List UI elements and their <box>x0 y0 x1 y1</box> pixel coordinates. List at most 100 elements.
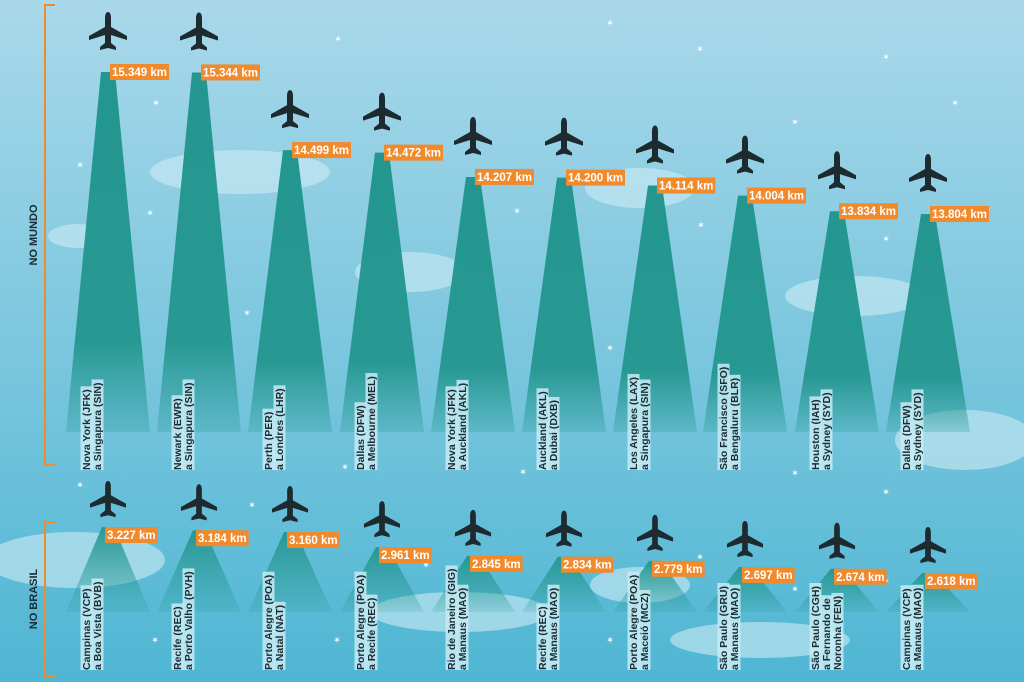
tick-label: Newark (EWR) a Singapura (SIN) <box>171 379 195 470</box>
svg-text:Perth (PER): Perth (PER) <box>263 412 275 470</box>
svg-text:2.618 km: 2.618 km <box>927 576 976 588</box>
svg-text:Campinas (VCP): Campinas (VCP) <box>901 588 913 670</box>
star-icon: ✶ <box>333 635 341 645</box>
bar <box>157 72 241 433</box>
bar <box>886 214 970 432</box>
svg-text:2.834 km: 2.834 km <box>563 560 612 572</box>
svg-text:a Manaus (MAO): a Manaus (MAO) <box>457 588 469 670</box>
bar <box>522 556 606 612</box>
svg-text:a Manaus (MAO): a Manaus (MAO) <box>729 588 741 670</box>
bar <box>157 530 241 612</box>
data-label: 3.160 km <box>287 532 340 549</box>
data-label: 13.804 km <box>930 206 989 222</box>
tick-label: Recife (REC) a Porto Valho (PVH) <box>171 568 195 670</box>
star-icon: ✶ <box>791 468 799 478</box>
svg-text:Recife (REC): Recife (REC) <box>537 606 549 670</box>
svg-text:a Sydney (SYD): a Sydney (SYD) <box>821 392 833 470</box>
section-brazil: NO BRASIL <box>28 521 55 677</box>
svg-text:a Porto Valho (PVH): a Porto Valho (PVH) <box>183 571 195 670</box>
star-icon: ✶ <box>513 206 521 216</box>
star-icon: ✶ <box>882 234 890 244</box>
svg-text:a Natal (NAT): a Natal (NAT) <box>274 605 286 670</box>
airplane-icon <box>454 116 492 155</box>
star-icon: ✶ <box>76 480 84 490</box>
airplane-icon <box>363 501 401 538</box>
svg-text:a Londres (LHR): a Londres (LHR) <box>274 388 286 470</box>
svg-text:a Manaus (MAO): a Manaus (MAO) <box>912 588 924 670</box>
svg-text:a Melbourne (MEL): a Melbourne (MEL) <box>366 376 378 470</box>
data-label: 2.779 km <box>652 560 705 577</box>
star-icon: ✶ <box>696 44 704 54</box>
tick-label: Dallas (DFW) a Melbourne (MEL) <box>354 373 378 470</box>
tick-label: Porto Alegre (POA) a Recife (REC) <box>354 571 378 670</box>
section-bracket <box>44 521 55 677</box>
airplane-icon <box>271 90 309 129</box>
svg-text:Porto Alegre (POA): Porto Alegre (POA) <box>628 575 640 670</box>
star-icon: ✶ <box>697 220 705 230</box>
svg-text:15.344 km: 15.344 km <box>203 67 258 79</box>
data-label: 2.674 km <box>834 568 887 585</box>
data-label: 3.184 km <box>196 530 249 547</box>
svg-text:3.160 km: 3.160 km <box>289 535 338 547</box>
airplane-icon <box>363 92 401 131</box>
star-icon: ✶ <box>151 635 159 645</box>
airplane-icon <box>726 135 764 174</box>
svg-text:Rio de Janeiro (GIG): Rio de Janeiro (GIG) <box>446 568 458 670</box>
svg-text:3.227 km: 3.227 km <box>107 530 156 542</box>
bar <box>431 176 515 432</box>
svg-text:2.674 km: 2.674 km <box>836 572 885 584</box>
star-icon: ✶ <box>243 308 251 318</box>
data-label: 14.114 km <box>657 177 716 194</box>
star-icon: ✶ <box>341 462 349 472</box>
airplane-icon <box>89 12 127 50</box>
bar <box>795 211 879 432</box>
tick-label: Auckland (AKL) a Dubai (DXB) <box>536 388 560 470</box>
tick-label: Dallas (DFW) a Sydney (SYD) <box>900 389 924 470</box>
star-icon: ✶ <box>146 208 154 218</box>
svg-text:15.349 km: 15.349 km <box>112 67 167 79</box>
svg-text:Noronha (FEN): Noronha (FEN) <box>832 596 844 670</box>
tick-label: Los Angeles (LAX) a Singapura (SIN) <box>627 374 651 470</box>
section-label: NO BRASIL <box>28 568 40 629</box>
data-label: 2.618 km <box>925 573 978 589</box>
airplane-icon <box>636 514 674 551</box>
tick-label: Nova York (JFK) a Auckland (AKL) <box>445 379 469 470</box>
svg-text:Auckland (AKL): Auckland (AKL) <box>537 391 549 470</box>
svg-text:2.697 km: 2.697 km <box>744 570 793 582</box>
svg-text:2.779 km: 2.779 km <box>654 564 703 576</box>
bar <box>613 185 697 432</box>
svg-text:Newark (EWR): Newark (EWR) <box>172 398 184 470</box>
cloud <box>670 622 850 658</box>
svg-text:a Singapura (SIN): a Singapura (SIN) <box>639 382 651 470</box>
airplane-icon <box>818 522 856 559</box>
planes-layer <box>89 12 947 564</box>
svg-text:Los Angeles (LAX): Los Angeles (LAX) <box>628 377 640 470</box>
svg-text:a Fernando de: a Fernando de <box>821 598 833 670</box>
airplane-icon <box>909 154 947 192</box>
svg-text:Recife (REC): Recife (REC) <box>172 606 184 670</box>
bar <box>522 177 606 432</box>
section-labels-layer: NO MUNDO NO BRASIL <box>28 4 55 677</box>
bar <box>66 72 150 432</box>
svg-text:14.499 km: 14.499 km <box>294 145 349 157</box>
data-label: 13.834 km <box>839 203 898 220</box>
data-label: 14.004 km <box>747 187 806 204</box>
svg-text:14.004 km: 14.004 km <box>749 191 804 203</box>
data-label: 2.697 km <box>742 567 795 584</box>
airplane-icon <box>89 481 127 518</box>
tick-label: São Francisco (SFO) a Bengaluru (BLR) <box>717 363 741 470</box>
svg-text:São Francisco (SFO): São Francisco (SFO) <box>718 367 730 470</box>
star-icon: ✶ <box>791 117 799 127</box>
svg-text:a Singapura (SIN): a Singapura (SIN) <box>183 382 195 470</box>
svg-text:13.804 km: 13.804 km <box>932 209 987 221</box>
svg-text:3.184 km: 3.184 km <box>198 533 247 545</box>
svg-text:a Bengaluru (BLR): a Bengaluru (BLR) <box>729 378 741 470</box>
data-label: 3.227 km <box>105 527 158 543</box>
tick-label: Porto Alegre (POA) a Natal (NAT) <box>262 571 286 670</box>
svg-text:a Auckland (AKL): a Auckland (AKL) <box>457 383 469 470</box>
svg-text:Porto Alegre (POA): Porto Alegre (POA) <box>263 575 275 670</box>
svg-text:2.845 km: 2.845 km <box>472 559 521 571</box>
airplane-icon <box>545 510 583 547</box>
data-label: 15.344 km <box>201 64 260 81</box>
